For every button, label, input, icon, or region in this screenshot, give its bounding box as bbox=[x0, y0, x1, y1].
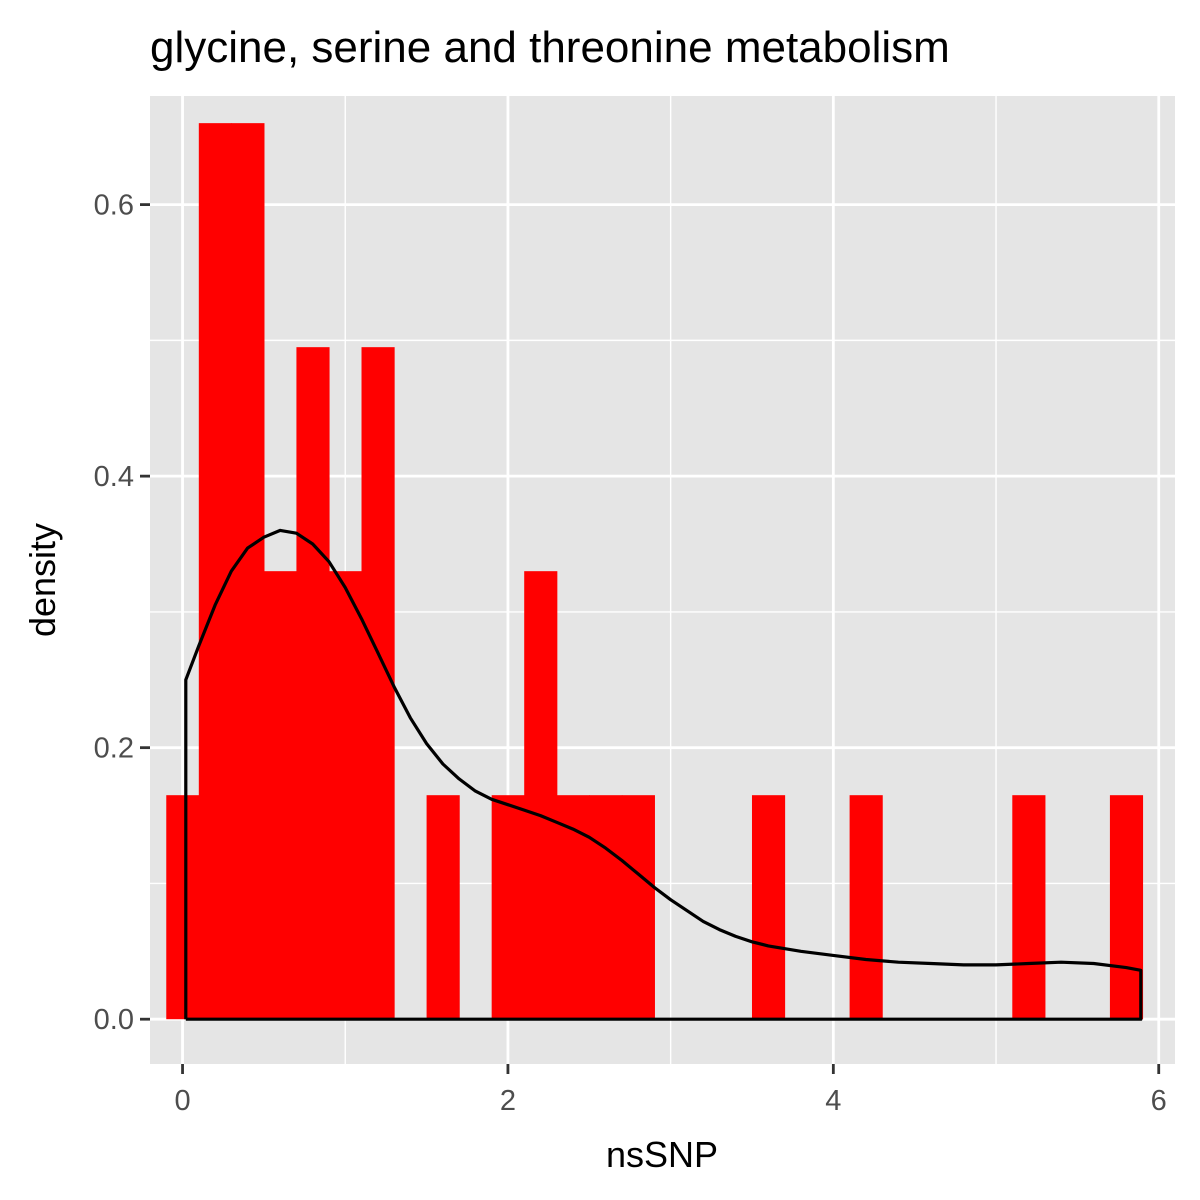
density-curve bbox=[184, 528, 1143, 1021]
y-tick-label: 0.0 bbox=[94, 1004, 134, 1036]
chart-title: glycine, serine and threonine metabolism bbox=[150, 23, 950, 72]
histogram-bar bbox=[426, 795, 460, 1020]
y-tick-label: 0.6 bbox=[94, 190, 134, 222]
histogram-bar bbox=[296, 347, 330, 1020]
histogram-bar bbox=[328, 571, 363, 1020]
x-axis-title: nsSNP bbox=[606, 1134, 718, 1175]
histogram-bar bbox=[361, 347, 395, 1020]
histogram-bar bbox=[263, 571, 298, 1020]
histogram-bars bbox=[166, 123, 1144, 1020]
x-tick-label: 4 bbox=[825, 1085, 841, 1117]
x-axis: 0 2 4 6 bbox=[174, 1064, 1167, 1117]
y-tick-label: 0.2 bbox=[94, 733, 134, 765]
histogram-bar bbox=[556, 795, 590, 1020]
histogram-bar bbox=[198, 123, 232, 1020]
histogram-bar bbox=[621, 795, 655, 1020]
histogram-bar bbox=[166, 795, 200, 1020]
histogram-bar bbox=[849, 795, 883, 1020]
histogram-bar bbox=[524, 571, 558, 1020]
x-tick-label: 2 bbox=[500, 1085, 516, 1117]
histogram-bar bbox=[751, 795, 786, 1020]
y-axis-title: density bbox=[22, 523, 63, 637]
x-tick-label: 0 bbox=[174, 1085, 190, 1117]
histogram-bar bbox=[1012, 795, 1046, 1020]
x-tick-label: 6 bbox=[1151, 1085, 1167, 1117]
histogram-bar bbox=[231, 123, 265, 1020]
histogram-bar bbox=[1109, 795, 1144, 1020]
histogram-bar bbox=[491, 795, 525, 1020]
y-tick-label: 0.4 bbox=[94, 461, 134, 493]
y-axis: 0.0 0.2 0.4 0.6 bbox=[94, 190, 150, 1036]
histogram-bar bbox=[589, 795, 623, 1020]
